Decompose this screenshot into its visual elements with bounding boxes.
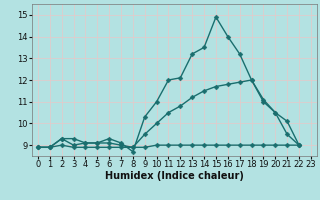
X-axis label: Humidex (Indice chaleur): Humidex (Indice chaleur) bbox=[105, 171, 244, 181]
